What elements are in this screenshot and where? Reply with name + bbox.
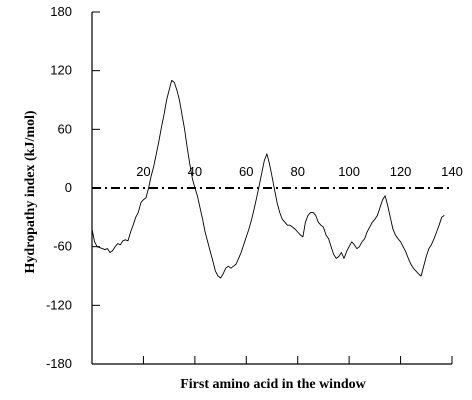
x-tick-label: 100 bbox=[338, 164, 360, 179]
y-tick-label: -180 bbox=[46, 356, 72, 371]
x-tick-label: 40 bbox=[188, 164, 202, 179]
x-tick-label: 120 bbox=[390, 164, 412, 179]
y-tick-label: 0 bbox=[65, 180, 72, 195]
y-tick-label: 120 bbox=[50, 63, 72, 78]
x-axis bbox=[92, 356, 453, 365]
y-axis-label: Hydropathy index (kJ/mol) bbox=[23, 110, 38, 273]
x-tick-label: 140 bbox=[441, 164, 463, 179]
y-tick-labels: 180 120 60 0 -60 -120 -180 bbox=[46, 4, 72, 371]
y-tick-label: 180 bbox=[50, 4, 72, 19]
x-tick-label: 80 bbox=[290, 164, 304, 179]
y-tick-label: 60 bbox=[58, 121, 72, 136]
series-group bbox=[91, 79, 445, 279]
x-tick-label: 20 bbox=[136, 164, 150, 179]
x-axis-label: First amino acid in the window bbox=[180, 377, 366, 392]
hydropathy-series-line bbox=[91, 79, 445, 279]
y-tick-label: -60 bbox=[53, 239, 72, 254]
x-tick-label: 60 bbox=[239, 164, 253, 179]
y-tick-label: -120 bbox=[46, 297, 72, 312]
x-tick-labels: 20 40 60 80 100 120 140 bbox=[136, 164, 463, 179]
